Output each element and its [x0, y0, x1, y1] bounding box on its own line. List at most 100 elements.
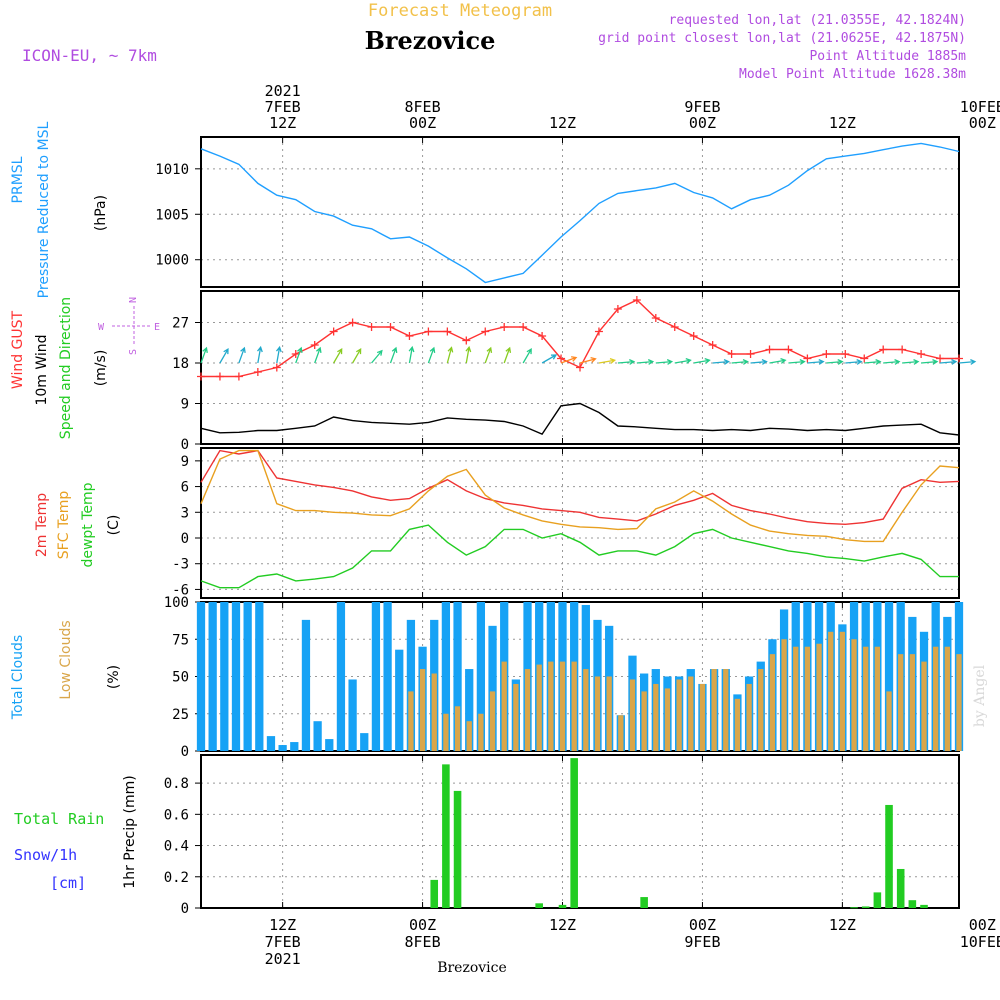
low-cloud-bar	[921, 661, 927, 751]
bottom-time-label: 12Z	[829, 916, 856, 934]
top-time-label: 8FEB	[405, 98, 441, 116]
top-time-label: 00Z	[409, 114, 436, 132]
gust-marker	[803, 354, 812, 363]
total-cloud-bar	[465, 669, 474, 751]
gust-marker	[197, 372, 205, 381]
rain-bar	[861, 906, 870, 908]
y-tick-label: 25	[172, 707, 189, 723]
gust-marker	[784, 345, 793, 354]
footer-location: Brezovice	[437, 960, 507, 976]
wind-arrow	[807, 359, 825, 365]
total-cloud-bar	[336, 602, 346, 751]
rain-bar	[896, 868, 905, 908]
low-cloud-bar	[594, 676, 601, 751]
temperature-panel: 2m Temp SFC Temp dewpt Temp (C)	[34, 482, 122, 567]
gust-marker	[538, 332, 547, 340]
low-cloud-bar	[629, 679, 636, 751]
model-label: ICON-EU, ~ 7km	[22, 46, 157, 65]
y-tick-label: 1000	[155, 253, 189, 269]
total-cloud-bar	[884, 602, 894, 751]
low-cloud-bar	[443, 713, 449, 751]
y-tick-label: 0.2	[164, 870, 189, 886]
gust-marker	[481, 327, 490, 336]
y-tick-label: 0.6	[164, 807, 189, 823]
total-cloud-bar	[476, 602, 486, 751]
gust-marker	[727, 350, 736, 358]
wind-arrow	[427, 346, 436, 364]
super-title: Forecast Meteogram	[368, 1, 552, 21]
gust-marker	[348, 318, 357, 327]
wind-arrow	[295, 346, 303, 364]
gust-marker	[424, 327, 433, 336]
pressure-line	[200, 142, 960, 284]
wind-panel: Wind GUST 10m Wind Speed and Direction (…	[10, 297, 160, 439]
y-tick-label: 27	[172, 316, 189, 332]
gust-marker	[955, 354, 963, 363]
gust-marker	[443, 327, 452, 336]
top-time-axis: 20217FEB12Z8FEB00Z12Z9FEB00Z12Z10FEB00Z	[265, 82, 1000, 132]
top-time-label: 12Z	[829, 114, 856, 132]
clouds-title-total: Total Clouds	[10, 635, 26, 720]
low-cloud-bar	[454, 706, 461, 751]
gust-marker	[329, 327, 338, 336]
wind-scale-west: W	[98, 322, 105, 333]
panel-border	[200, 754, 960, 909]
credit-watermark: by Angel	[972, 664, 988, 727]
top-time-label: 00Z	[969, 114, 996, 132]
gust-marker	[405, 332, 414, 340]
y-tick-label: 50	[172, 670, 189, 686]
y-tick-label: 0.8	[164, 776, 189, 792]
low-cloud-bar	[758, 669, 764, 751]
low-cloud-bar	[804, 646, 811, 751]
top-time-label: 2021	[265, 82, 301, 100]
panel-border	[200, 136, 960, 288]
gust-marker	[253, 368, 262, 376]
pressure-ylabel: (hPa)	[93, 195, 109, 231]
panel-border	[200, 290, 960, 445]
wind-arrow	[371, 349, 383, 364]
panel-3-frame: 0 25 50 75 100	[164, 595, 964, 760]
low-cloud-bar	[513, 683, 519, 751]
wind-arrow	[769, 358, 787, 364]
panel-border	[200, 447, 960, 599]
low-cloud-bar	[559, 661, 566, 751]
clouds-panel: Total Clouds Low Clouds (%)	[10, 620, 122, 720]
bottom-time-label: 00Z	[969, 916, 996, 934]
wind-arrow	[864, 359, 882, 365]
low-cloud-bar	[711, 669, 717, 751]
clouds-ylabel: (%)	[106, 665, 122, 689]
gust-marker	[670, 323, 679, 331]
gust-marker	[879, 345, 888, 354]
wind-arrow	[939, 359, 958, 365]
pressure-title-1: PRMSL	[10, 156, 26, 203]
gust-marker	[898, 345, 907, 354]
total-cloud-bar	[243, 602, 252, 751]
requested-coords: requested lon,lat (21.0355E, 42.1824N)	[669, 13, 966, 28]
total-cloud-bar	[208, 602, 217, 751]
rain-bar	[570, 758, 578, 908]
wind-arrow	[275, 345, 282, 364]
top-time-label: 10FEB	[960, 98, 1000, 116]
low-cloud-bar	[501, 661, 507, 751]
temp-2m-line	[200, 449, 960, 526]
wind-direction-scale: N S W E	[98, 297, 160, 355]
wind-arrow	[902, 359, 920, 365]
total-cloud-bar	[488, 625, 497, 751]
low-cloud-bar	[664, 688, 671, 751]
bottom-time-axis: 12Z7FEB202100Z8FEB12Z00Z9FEB12Z00Z10FEB	[265, 916, 1000, 968]
low-cloud-bar	[886, 691, 892, 751]
y-tick-label: 3	[181, 505, 189, 521]
low-cloud-bar	[571, 661, 577, 751]
low-cloud-bar	[956, 654, 962, 751]
top-time-label: 9FEB	[684, 98, 720, 116]
wind-arrow	[333, 347, 343, 364]
gust-marker	[708, 341, 717, 349]
wind-arrow	[826, 359, 844, 365]
wind-title-gust: Wind GUST	[10, 310, 26, 389]
wind-arrow	[579, 357, 597, 364]
total-cloud-bar	[231, 602, 241, 751]
bottom-time-label: 9FEB	[684, 933, 720, 951]
total-cloud-bar	[453, 602, 462, 751]
rain-bar	[850, 907, 858, 909]
total-cloud-bar	[266, 736, 276, 751]
